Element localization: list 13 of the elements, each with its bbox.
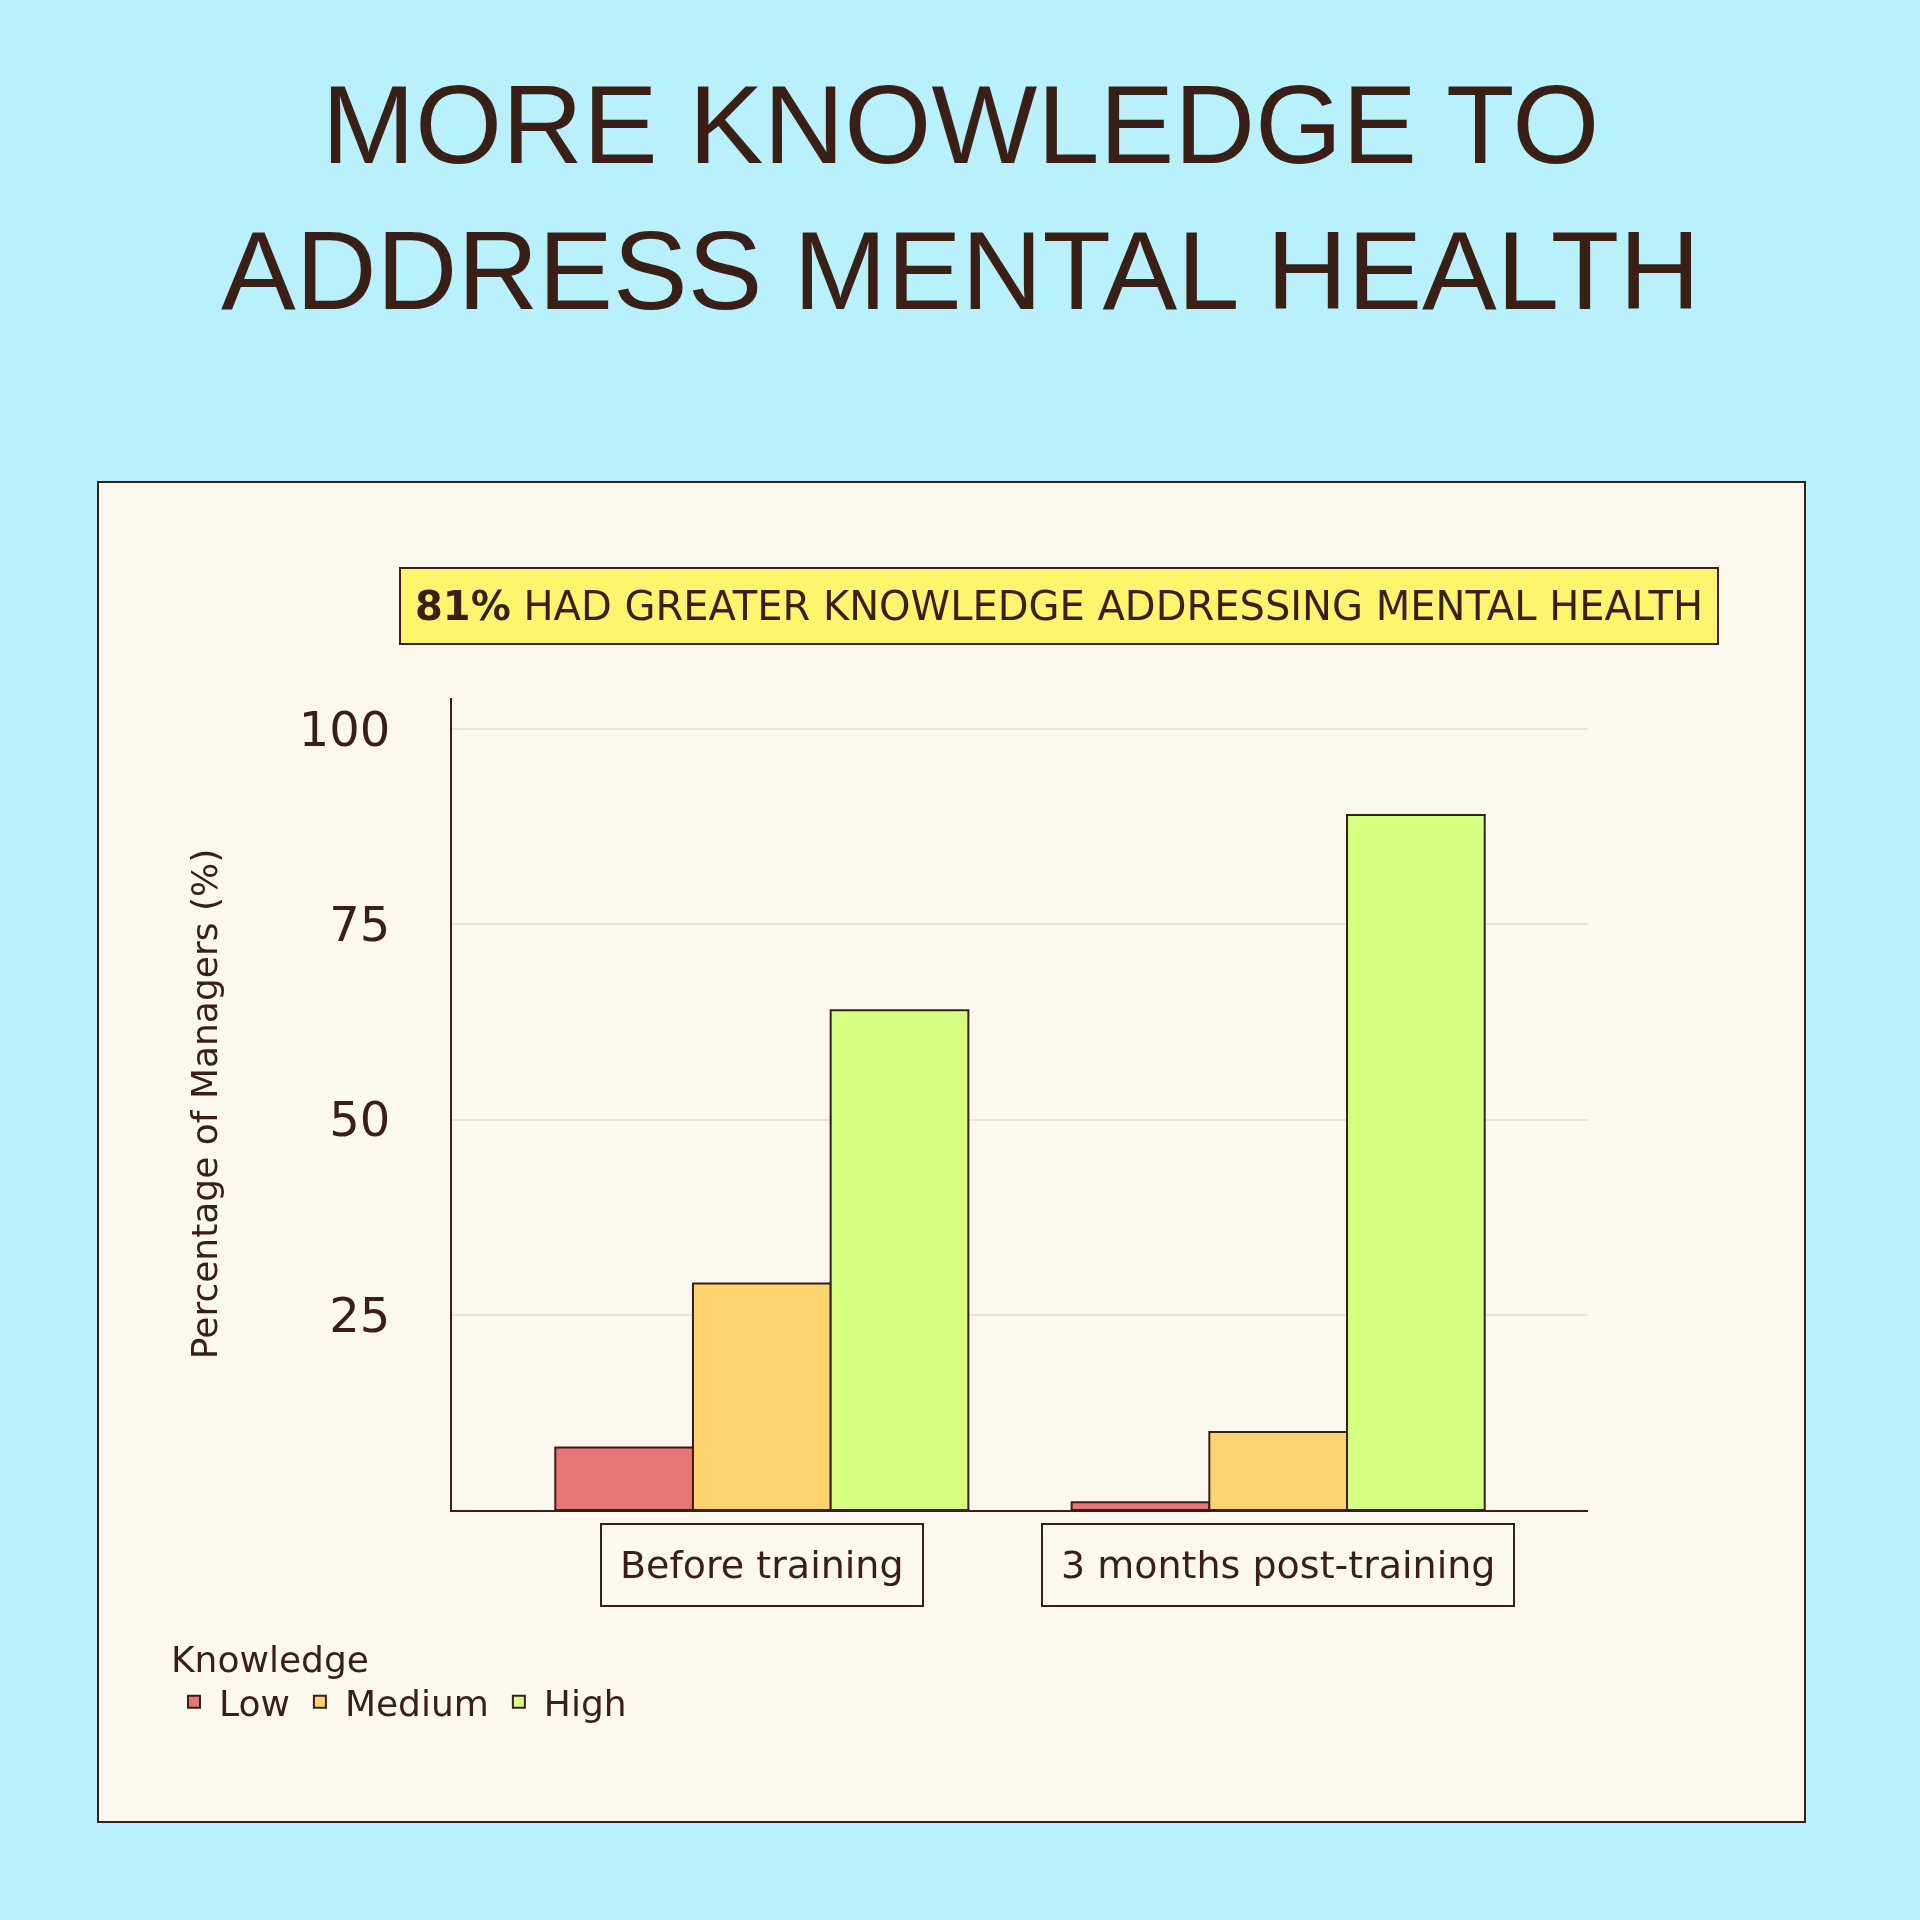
legend-label: Medium	[344, 1682, 489, 1724]
legend-label: High	[543, 1682, 627, 1724]
y-tick-label: 100	[298, 701, 391, 758]
y-tick-label: 75	[329, 896, 391, 953]
x-tick-label: Before training	[620, 1543, 904, 1587]
chart-subtitle: 81% HAD GREATER KNOWLEDGE ADDRESSING MENTAL HEALTH	[415, 583, 1704, 629]
legend-label: Low	[219, 1682, 290, 1724]
y-tick-label: 25	[329, 1286, 391, 1343]
chart-title: MORE KNOWLEDGE TO ADDRESS MENTAL HEALTH	[221, 62, 1701, 333]
y-axis-title: Percentage of Managers (%)	[184, 848, 226, 1360]
y-tick-label: 50	[329, 1091, 391, 1148]
legend-title: Knowledge	[171, 1638, 369, 1680]
x-tick-label: 3 months post-training	[1061, 1543, 1496, 1587]
